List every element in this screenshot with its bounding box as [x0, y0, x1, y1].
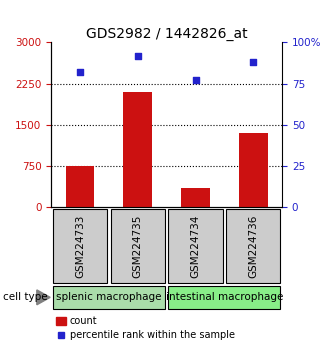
- Text: GSM224734: GSM224734: [190, 214, 201, 278]
- Bar: [66, 166, 94, 207]
- Text: splenic macrophage: splenic macrophage: [56, 292, 162, 302]
- Title: GDS2982 / 1442826_at: GDS2982 / 1442826_at: [86, 28, 248, 41]
- Bar: [181, 188, 210, 207]
- Bar: [239, 133, 268, 207]
- Text: intestinal macrophage: intestinal macrophage: [166, 292, 283, 302]
- Legend: count, percentile rank within the sample: count, percentile rank within the sample: [56, 316, 235, 340]
- Text: GSM224733: GSM224733: [75, 214, 85, 278]
- Bar: [53, 209, 107, 284]
- Bar: [168, 209, 223, 284]
- Bar: [53, 286, 165, 308]
- Bar: [111, 209, 165, 284]
- Point: [135, 53, 140, 58]
- Bar: [168, 286, 280, 308]
- Text: GSM224736: GSM224736: [248, 214, 258, 278]
- Point: [77, 69, 82, 75]
- Point: [251, 59, 256, 65]
- Bar: [123, 92, 152, 207]
- Text: cell type: cell type: [3, 292, 48, 302]
- Point: [193, 78, 198, 83]
- Bar: [226, 209, 280, 284]
- Polygon shape: [37, 290, 50, 305]
- Text: GSM224735: GSM224735: [133, 214, 143, 278]
